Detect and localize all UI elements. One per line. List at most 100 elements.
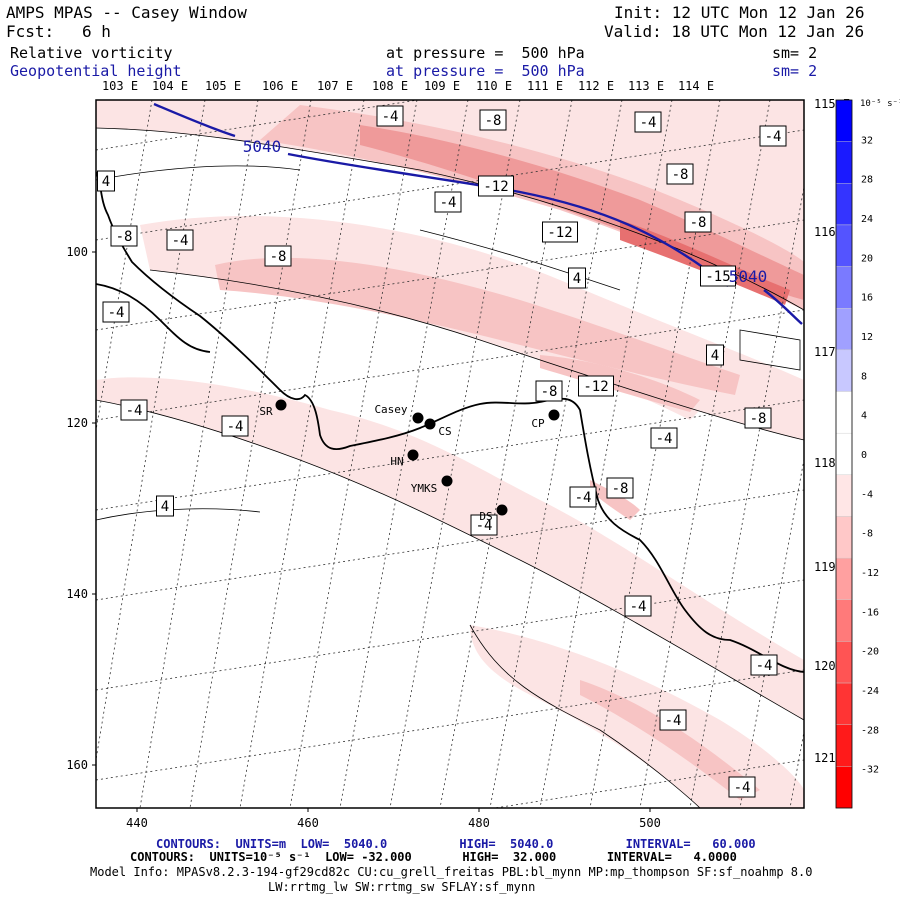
longitude-label: 112 E [578, 79, 614, 93]
contour-label-box [659, 709, 687, 731]
colorbar-level: -12 [861, 568, 879, 579]
contour-label: -4 [126, 403, 143, 419]
contour-label-box [569, 486, 597, 508]
contour-label: -12 [547, 225, 572, 241]
contour-label-box [97, 170, 115, 192]
colorbar-segment [835, 224, 853, 267]
contour-label-box [606, 477, 634, 499]
colorbar-level: 4 [861, 411, 867, 422]
contour-label-box [706, 344, 724, 366]
colorbar-level: -16 [861, 607, 879, 618]
height-labels: 5040 5040 [243, 137, 768, 286]
station-label: DS [479, 510, 492, 523]
colorbar-segment [835, 432, 853, 476]
contour-label-box [568, 267, 586, 289]
contour-label: -8 [541, 384, 558, 400]
station-marker [496, 504, 508, 516]
contour-label-box [542, 221, 578, 243]
colorbar-segment [835, 557, 853, 600]
contour-label: -8 [750, 411, 767, 427]
contour-label-box [479, 109, 507, 131]
colorbar-level: 8 [861, 371, 867, 382]
vorticity-contours [96, 127, 804, 808]
y-tick-label: 120 [66, 416, 88, 430]
longitude-label: 113 E [628, 79, 664, 93]
contour-label-box [264, 245, 292, 267]
contour-label-box [102, 301, 130, 323]
contour-label-box [535, 380, 563, 402]
y-axis-ticks: 100 120 140 160 [66, 245, 96, 772]
model-info: Model Info: MPASv8.2.3-194-gf29cd82c CU:… [90, 865, 813, 879]
contour-label: -15 [705, 269, 730, 285]
contour-label-box [120, 399, 148, 421]
vorticity-contour-info: CONTOURS: UNITS=10⁻⁵ s⁻¹ LOW= -32.000 HI… [130, 850, 737, 864]
contour-label: -12 [483, 179, 508, 195]
contour-label-box [221, 415, 249, 437]
contour-label: -4 [630, 599, 647, 615]
vorticity-field [96, 100, 804, 808]
colorbar-segment [835, 474, 853, 517]
contour-label: -4 [108, 305, 125, 321]
colorbar-segment [835, 682, 853, 725]
colorbar-segment [835, 308, 853, 351]
longitude-label: 106 E [262, 79, 298, 93]
colorbar-segment [835, 183, 853, 226]
colorbar-level: -20 [861, 647, 879, 658]
y-tick-label: 140 [66, 587, 88, 601]
y-tick-label: 100 [66, 245, 88, 259]
forecast-value: 6 h [82, 22, 111, 41]
colorbar-frame [835, 99, 853, 809]
colorbar-level: 32 [861, 135, 873, 146]
colorbar-level: -28 [861, 725, 879, 736]
contour-label-box [700, 265, 736, 287]
height-contour-info: CONTOURS: UNITS=m LOW= 5040.0 HIGH= 5040… [156, 837, 756, 851]
colorbar-level: 16 [861, 293, 873, 304]
contour-label-box [744, 407, 772, 429]
contour-label: -4 [665, 713, 682, 729]
meridian-line [489, 100, 623, 808]
longitude-label: 104 E [152, 79, 188, 93]
station-marker [548, 409, 560, 421]
meridian-line [439, 100, 573, 808]
contour-label-box [634, 111, 662, 133]
contour-label: 4 [161, 499, 169, 515]
colorbar-level: 24 [861, 214, 873, 225]
contour-label: -8 [270, 249, 287, 265]
station-label: CP [531, 417, 545, 430]
colorbar-segment [835, 724, 853, 767]
colorbar-units: 10⁻⁵ s⁻¹ [860, 99, 900, 109]
x-tick-label: 460 [297, 816, 319, 830]
colorbar-segment [835, 516, 853, 559]
colorbar-segment [835, 599, 853, 642]
station-label: HN [390, 455, 403, 468]
contour-label: 4 [711, 348, 719, 364]
longitude-label: 109 E [424, 79, 460, 93]
contour-label-box [750, 654, 778, 676]
init-time: Init: 12 UTC Mon 12 Jan 26 [614, 3, 865, 22]
station-label: CS [438, 425, 451, 438]
longitude-label: 111 E [527, 79, 563, 93]
contour-labels: -4 -8 -4 -4 -8 -12 -4 -8 -12 -8 4 -4 -4 -15 4 4 -4 -4 -8 -1… [97, 105, 787, 798]
contour-label: -8 [690, 215, 707, 231]
colorbar-segment [835, 766, 853, 809]
contour-label: 4 [573, 271, 581, 287]
latlon-grid [96, 100, 804, 808]
contour-label: -4 [476, 518, 493, 534]
x-tick-label: 440 [126, 816, 148, 830]
station-marker [441, 475, 453, 487]
colorbar-segment [835, 641, 853, 684]
colorbar-segment [835, 391, 853, 434]
colorbar-level: -32 [861, 765, 879, 776]
model-info-cont: LW:rrtmg_lw SW:rrtmg_sw SFLAY:sf_mynn [268, 880, 536, 894]
meridian-line [539, 100, 673, 808]
stations: SR Casey CS CP HN YMKS DS [259, 399, 560, 523]
colorbar-segment [835, 99, 853, 142]
contour-label: -4 [440, 195, 457, 211]
contour-label-box [650, 427, 678, 449]
contour-label-box [166, 229, 194, 251]
valid-time: Valid: 18 UTC Mon 12 Jan 26 [604, 22, 865, 41]
height-label: 5040 [729, 267, 768, 286]
contour-label: -8 [116, 229, 133, 245]
station-marker [412, 412, 424, 424]
contour-label: -8 [672, 167, 689, 183]
